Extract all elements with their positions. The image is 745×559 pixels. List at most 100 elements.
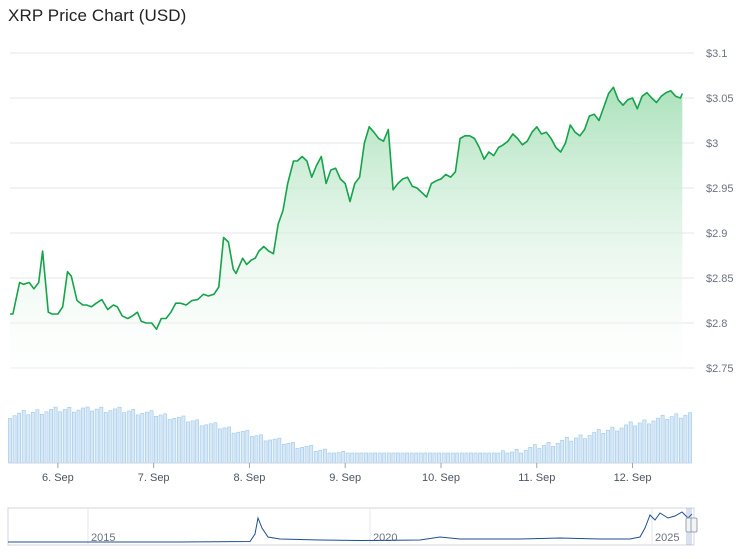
volume-bar (167, 419, 172, 464)
volume-bar (354, 452, 359, 464)
volume-bar (532, 444, 537, 464)
chart-title: XRP Price Chart (USD) (8, 6, 187, 25)
volume-bar (39, 413, 44, 464)
volume-bar (204, 424, 209, 464)
navigator-handle-right[interactable] (690, 517, 698, 533)
volume-bar (678, 417, 683, 464)
volume-bar (395, 452, 400, 464)
volume-bar (628, 421, 633, 464)
volume-bar (341, 451, 346, 464)
volume-bar (391, 452, 396, 464)
volume-bar (345, 452, 350, 464)
volume-bar (651, 420, 656, 464)
volume-bar (610, 426, 615, 464)
volume-bar (103, 412, 108, 464)
volume-bar (44, 411, 49, 464)
volume-bar (560, 439, 565, 464)
volume-bar (213, 422, 218, 464)
volume-bar (186, 421, 190, 464)
volume-bar (49, 409, 54, 464)
volume-bar (236, 431, 241, 464)
volume-bar (336, 452, 341, 464)
volume-bar (309, 445, 314, 464)
volume-bar (181, 415, 186, 464)
volume-bar (190, 420, 195, 464)
volume-bar (163, 413, 168, 464)
volume-bar (117, 406, 122, 464)
volume-bar (35, 409, 40, 464)
x-tick-label: 12. Sep (614, 472, 652, 484)
volume-bar (368, 452, 373, 464)
volume-bar (468, 452, 473, 464)
volume-bar (295, 448, 300, 464)
volume-bar (26, 414, 31, 464)
x-tick-label: 6. Sep (42, 472, 74, 484)
volume-bar (72, 411, 76, 464)
volume-bar (382, 452, 387, 464)
volume-bar (642, 419, 647, 464)
volume-bar (637, 422, 642, 464)
volume-bar (450, 452, 455, 464)
volume-bar (149, 410, 154, 464)
volume-bar (172, 417, 177, 464)
volume-bar (131, 409, 136, 464)
volume-bar (578, 434, 583, 464)
volume-bar (669, 416, 674, 464)
volume-bar (245, 430, 250, 464)
navigator-tick-label: 2025 (655, 532, 679, 544)
volume-bar (122, 412, 127, 464)
volume-bar (140, 413, 145, 464)
price-area-fill (10, 87, 683, 377)
volume-bar (688, 412, 692, 464)
volume-bar (322, 448, 327, 464)
volume-bar (291, 442, 295, 464)
volume-bar (113, 408, 117, 464)
volume-bar (423, 452, 428, 464)
volume-bar (542, 445, 546, 464)
volume-bar (491, 452, 496, 464)
volume-bar (496, 452, 501, 464)
navigator-tick-label: 2020 (373, 532, 397, 544)
volume-bar (99, 406, 104, 464)
volume-bar (409, 452, 414, 464)
volume-bar (332, 452, 336, 464)
volume-bar (546, 442, 551, 464)
volume-bar (523, 450, 528, 464)
volume-bar (459, 452, 464, 464)
y-tick-label: $2.75 (706, 363, 734, 375)
volume-bar (601, 432, 606, 464)
volume-bar (373, 452, 378, 464)
volume-bar (94, 408, 99, 464)
volume-bar (145, 411, 149, 464)
volume-bar (76, 409, 81, 464)
y-tick-label: $2.85 (706, 273, 734, 285)
volume-bar (300, 447, 305, 464)
volume-bar (505, 452, 510, 464)
volume-bar (53, 406, 58, 464)
volume-bar (510, 451, 514, 464)
navigator-series-line (8, 511, 693, 543)
volume-bar (564, 436, 569, 464)
volume-bar (656, 417, 661, 464)
volume-bar (660, 414, 665, 464)
volume-bar (519, 452, 524, 464)
volume-bar (359, 452, 364, 464)
volume-bar (432, 452, 437, 464)
volume-bar (377, 452, 382, 464)
volume-bar (624, 424, 629, 464)
y-tick-label: $2.95 (706, 183, 734, 195)
volume-bar (218, 428, 222, 464)
volume-bar (551, 446, 556, 464)
volume-bar (254, 435, 259, 464)
volume-bar (263, 440, 268, 464)
volume-bar (583, 438, 587, 464)
x-axis: 6. Sep 7. Sep 8. Sep 9. Sep 10. Sep 11. Sep 12… (42, 463, 652, 484)
volume-bar (81, 407, 85, 464)
navigator[interactable]: 2015 2020 2025 (7, 507, 698, 546)
volume-bar (487, 452, 492, 464)
volume-bar (327, 452, 332, 464)
volume-bar (478, 452, 483, 464)
volume-bar (514, 448, 519, 464)
volume-bar (277, 437, 282, 464)
y-tick-label: $2.8 (706, 318, 727, 330)
